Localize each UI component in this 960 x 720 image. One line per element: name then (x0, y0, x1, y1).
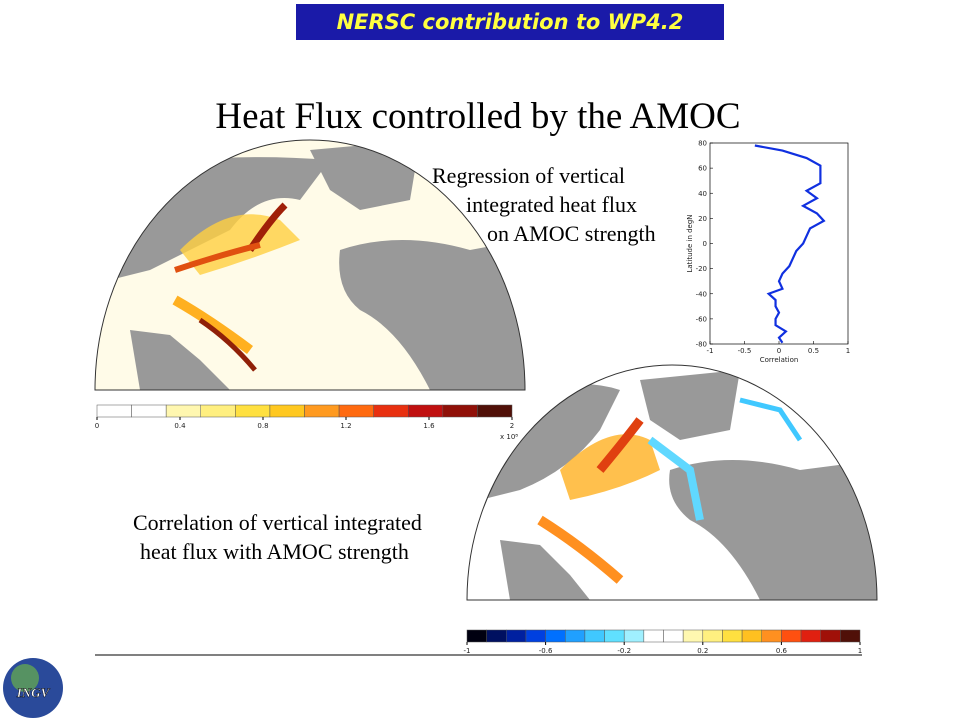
y-tick-label: 80 (698, 140, 707, 148)
y-tick-label: 0 (703, 240, 707, 248)
banner-box (296, 4, 724, 40)
colorbar-cell (235, 404, 271, 418)
colorbar-multiplier: x 10⁸ (500, 433, 518, 441)
caption-line: Correlation of vertical integrated (133, 510, 422, 535)
x-tick-label: -0.5 (738, 347, 752, 355)
banner: NERSC contribution to WP4.2 (337, 10, 684, 34)
x-tick-label: 0 (777, 347, 781, 355)
colorbar-cell (477, 404, 513, 418)
colorbar-cell (722, 629, 743, 643)
colorbar-tick-label: 1 (858, 647, 862, 655)
caption-line: on AMOC strength (487, 221, 656, 246)
colorbar-cell (781, 629, 802, 643)
colorbar-cell (840, 629, 861, 643)
colorbar-cell (761, 629, 782, 643)
colorbar-cell (486, 629, 507, 643)
colorbar-cell (525, 629, 546, 643)
colorbar-cell (506, 629, 527, 643)
colorbar-cell (96, 404, 132, 418)
y-tick-label: 40 (698, 190, 707, 198)
colorbar-cell (338, 404, 374, 418)
colorbar-cell (702, 629, 723, 643)
y-axis-label: Latitude in degN (686, 214, 694, 272)
y-tick-label: -60 (696, 315, 707, 323)
colorbar-cell (584, 629, 605, 643)
colorbar-cell (200, 404, 236, 418)
colorbar-tick-label: 0.6 (776, 647, 788, 655)
colorbar-tick-label: 1.2 (340, 422, 351, 430)
colorbar-cell (643, 629, 664, 643)
colorbar-tick-label: 0.2 (697, 647, 708, 655)
logo-land (11, 664, 39, 692)
colorbar-cell (820, 629, 841, 643)
colorbar-cell (623, 629, 645, 643)
y-tick-label: 20 (698, 215, 707, 223)
colorbar-cell (741, 629, 762, 643)
caption-line: heat flux with AMOC strength (140, 539, 409, 564)
colorbar-tick-label: 2 (510, 422, 514, 430)
title: Heat Flux controlled by the AMOC (215, 96, 740, 137)
y-tick-label: -20 (696, 265, 707, 273)
colorbar-tick-label: -1 (464, 647, 471, 655)
colorbar-cell (165, 404, 202, 418)
x-tick-label: 0.5 (808, 347, 819, 355)
colorbar-cell (373, 404, 409, 418)
colorbar-tick-label: 0 (95, 422, 99, 430)
map-frame (466, 364, 878, 601)
colorbar-cell (545, 629, 566, 643)
caption-line: integrated heat flux (466, 192, 637, 217)
colorbar-tick-label: -0.6 (539, 647, 553, 655)
y-tick-label: 60 (698, 165, 707, 173)
colorbar-tick-label: 1.6 (423, 422, 435, 430)
colorbar-cell (604, 629, 625, 643)
colorbar-cell (800, 629, 821, 643)
colorbar-cell (269, 404, 305, 418)
colorbar-tick-label: 0.8 (257, 422, 268, 430)
y-tick-label: -40 (696, 290, 707, 298)
profile-line (754, 144, 826, 344)
caption-line: Regression of vertical (432, 163, 625, 188)
y-tick-label: -80 (696, 341, 707, 349)
colorbar-cell (408, 404, 444, 418)
colorbar-tick-label: -0.2 (617, 647, 631, 655)
colorbar-cell (131, 404, 167, 418)
colorbar-cell (466, 629, 487, 643)
colorbar-cell (682, 629, 704, 643)
x-tick-label: 1 (846, 347, 850, 355)
colorbar-tick-label: 0.4 (174, 422, 186, 430)
map-frame (94, 139, 526, 391)
logo-text: INGV (16, 685, 51, 700)
correlation-map (467, 365, 877, 600)
x-tick-label: -1 (707, 347, 714, 355)
colorbar-cell (565, 629, 586, 643)
colorbar-cell (304, 404, 340, 418)
colorbar-cell (442, 404, 478, 418)
x-axis-label: Correlation (760, 356, 799, 364)
colorbar-cell (663, 629, 684, 643)
